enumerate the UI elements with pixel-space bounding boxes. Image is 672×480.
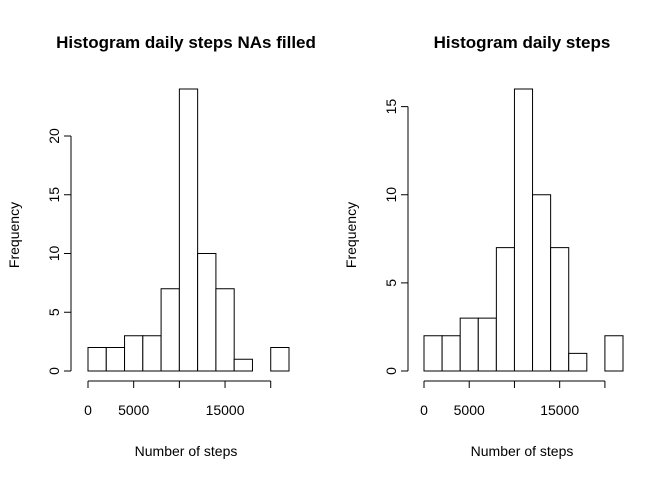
bar	[532, 194, 552, 372]
bar	[477, 317, 497, 372]
bar	[495, 247, 515, 372]
x-tick-label: 5000	[118, 402, 149, 418]
chart-title: Histogram daily steps NAs filled	[56, 33, 316, 52]
y-tick-label: 5	[383, 279, 399, 287]
bar	[87, 347, 107, 372]
y-tick-label: 5	[46, 308, 62, 316]
bar	[142, 335, 162, 372]
y-tick-label: 15	[383, 99, 399, 115]
y-tick-label: 15	[46, 187, 62, 203]
bar	[105, 347, 126, 372]
x-axis-label: Number of steps	[135, 443, 238, 459]
x-tick-label: 5000	[454, 402, 485, 418]
bar	[459, 317, 479, 372]
x-tick-label: 0	[420, 402, 428, 418]
x-tick-label: 15000	[206, 402, 245, 418]
y-axis-label: Frequency	[343, 202, 359, 268]
y-tick-label: 0	[46, 367, 62, 375]
y-axis-label: Frequency	[6, 202, 22, 268]
bar	[441, 335, 461, 372]
x-tick-label: 0	[84, 402, 92, 418]
y-tick-label: 0	[383, 367, 399, 375]
chart-title: Histogram daily steps	[434, 33, 611, 52]
x-tick-label: 15000	[540, 402, 579, 418]
y-tick-label: 10	[383, 187, 399, 203]
bar	[604, 335, 624, 372]
bar	[550, 247, 570, 372]
bar	[423, 335, 443, 372]
bar	[568, 352, 588, 372]
bar	[197, 253, 217, 372]
bar	[124, 335, 144, 372]
bar	[513, 88, 534, 372]
x-axis-label: Number of steps	[471, 443, 574, 459]
y-tick-label: 10	[46, 246, 62, 262]
bar	[160, 288, 180, 372]
bar	[233, 358, 253, 372]
bar	[215, 288, 235, 372]
bar	[270, 347, 290, 372]
y-tick-label: 20	[46, 128, 62, 144]
bar	[178, 88, 199, 372]
